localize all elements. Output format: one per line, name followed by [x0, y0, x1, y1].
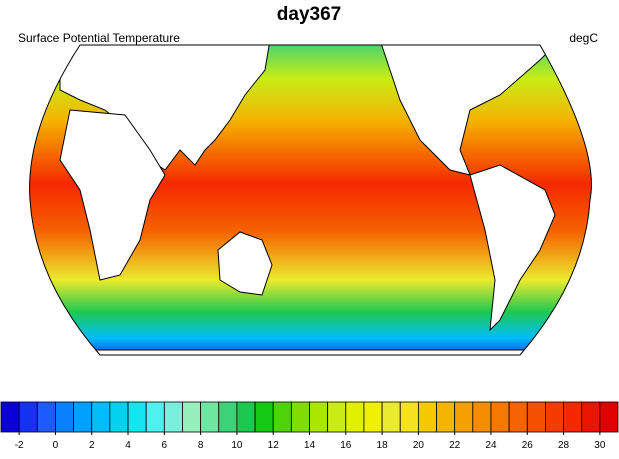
colorbar-tick-label: 4 — [125, 440, 131, 451]
colorbar-box — [290, 401, 310, 433]
colorbar-box — [526, 401, 546, 433]
eurasia — [59, 45, 271, 171]
colorbar-tick-label: 12 — [268, 440, 280, 451]
colorbar-box — [563, 401, 583, 433]
colorbar-box — [145, 401, 165, 433]
colorbar-box — [399, 401, 419, 433]
colorbar-box — [200, 401, 220, 433]
colorbar-tick-label: 20 — [413, 440, 425, 451]
colorbar-box — [581, 401, 601, 433]
colorbar-tick-label: -2 — [15, 440, 24, 451]
title: day367 — [277, 4, 341, 25]
map — [29, 45, 592, 355]
colorbar-tick-label: 26 — [522, 440, 534, 451]
colorbar-box — [272, 401, 292, 433]
right-label: degC — [569, 31, 598, 45]
colorbar-box — [254, 401, 274, 433]
colorbar-box — [309, 401, 329, 433]
colorbar-tick-label: 30 — [594, 440, 606, 451]
colorbar-box — [327, 401, 347, 433]
colorbar-box — [109, 401, 129, 433]
left-label: Surface Potential Temperature — [18, 31, 180, 45]
colorbar-box — [472, 401, 492, 433]
colorbar-tick-label: 16 — [340, 440, 352, 451]
colorbar-box — [236, 401, 256, 433]
colorbar-box — [73, 401, 93, 433]
colorbar-tick-label: 8 — [198, 440, 204, 451]
colorbar-box — [436, 401, 456, 433]
land — [29, 45, 592, 355]
colorbar-box — [163, 401, 183, 433]
australia — [217, 231, 273, 296]
colorbar-box — [363, 401, 383, 433]
colorbar-box — [55, 401, 74, 433]
africa — [59, 109, 166, 281]
colorbar-box — [91, 401, 111, 433]
north-america — [379, 45, 562, 176]
antarctica — [29, 349, 592, 355]
colorbar-box — [127, 401, 147, 433]
south-america — [469, 164, 556, 332]
colorbar-tick-label: 10 — [231, 440, 243, 451]
colorbar-tick-label: 28 — [558, 440, 570, 451]
colorbar-box — [36, 401, 56, 433]
colorbar: -2 0 2 4 6 8 10 12 14 16 18 20 22 24 26 28 30 — [0, 401, 619, 451]
colorbar-tick-label: 0 — [53, 440, 59, 451]
colorbar-box — [417, 401, 437, 433]
colorbar-tick-label: 14 — [304, 440, 316, 451]
colorbar-box — [0, 401, 20, 433]
colorbar-box — [182, 401, 202, 433]
colorbar-box — [218, 401, 238, 433]
colorbar-tick-label: 18 — [377, 440, 389, 451]
colorbar-box — [599, 401, 619, 433]
colorbar-tick-label: 2 — [89, 440, 95, 451]
colorbar-box — [345, 401, 365, 433]
colorbar-box — [545, 401, 564, 433]
colorbar-box — [381, 401, 401, 433]
colorbar-tick-label: 22 — [449, 440, 461, 451]
colorbar-box — [18, 401, 38, 433]
colorbar-box — [454, 401, 474, 433]
colorbar-box — [508, 401, 528, 433]
colorbar-box — [490, 401, 510, 433]
colorbar-tick-label: 24 — [485, 440, 497, 451]
colorbar-tick-label: 6 — [162, 440, 168, 451]
